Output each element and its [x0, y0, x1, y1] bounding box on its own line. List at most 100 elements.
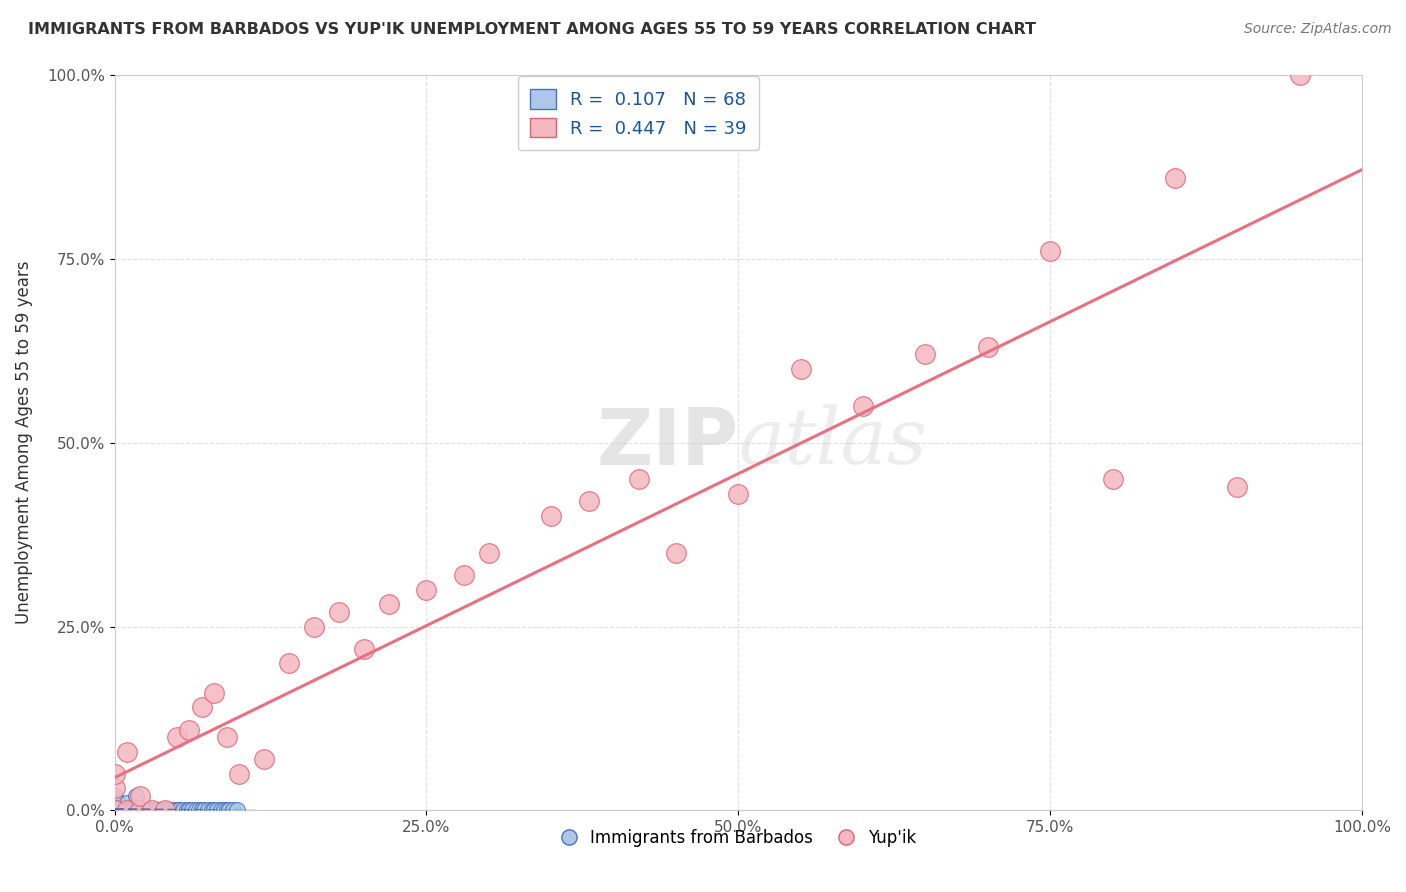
Point — [141, 804, 163, 818]
Point — [104, 804, 127, 818]
Point — [789, 362, 811, 376]
Point — [153, 804, 176, 818]
Point — [201, 804, 224, 818]
Point — [415, 582, 437, 597]
Point — [104, 804, 127, 818]
Point — [104, 804, 127, 818]
Point — [128, 804, 150, 818]
Text: IMMIGRANTS FROM BARBADOS VS YUP'IK UNEMPLOYMENT AMONG AGES 55 TO 59 YEARS CORREL: IMMIGRANTS FROM BARBADOS VS YUP'IK UNEMP… — [28, 22, 1036, 37]
Point — [202, 804, 225, 818]
Point — [179, 723, 201, 737]
Point — [215, 730, 238, 744]
Point — [627, 472, 650, 486]
Point — [202, 686, 225, 700]
Point — [172, 804, 194, 818]
Point — [135, 804, 157, 818]
Point — [122, 804, 145, 818]
Point — [107, 796, 129, 810]
Point — [131, 804, 153, 818]
Point — [852, 399, 875, 413]
Point — [115, 796, 138, 810]
Point — [665, 546, 688, 560]
Point — [191, 804, 214, 818]
Point — [209, 804, 232, 818]
Point — [228, 766, 250, 780]
Point — [125, 789, 148, 803]
Point — [117, 804, 139, 818]
Point — [105, 804, 128, 818]
Point — [112, 804, 135, 818]
Point — [104, 804, 127, 818]
Point — [1226, 480, 1249, 494]
Point — [181, 804, 204, 818]
Point — [104, 766, 127, 780]
Point — [104, 804, 127, 818]
Point — [278, 657, 301, 671]
Point — [128, 789, 150, 803]
Point — [1164, 170, 1187, 185]
Point — [328, 605, 350, 619]
Point — [104, 804, 127, 818]
Point — [193, 804, 215, 818]
Point — [104, 804, 127, 818]
Point — [104, 789, 127, 803]
Point — [727, 487, 749, 501]
Point — [104, 804, 127, 818]
Point — [104, 804, 127, 818]
Point — [104, 804, 127, 818]
Point — [110, 804, 132, 818]
Point — [114, 804, 136, 818]
Point — [166, 804, 188, 818]
Point — [104, 804, 127, 818]
Point — [115, 804, 138, 818]
Point — [136, 804, 159, 818]
Point — [104, 804, 127, 818]
Point — [105, 804, 128, 818]
Point — [104, 796, 127, 810]
Text: atlas: atlas — [738, 404, 927, 481]
Point — [169, 804, 191, 818]
Point — [104, 804, 127, 818]
Point — [115, 804, 138, 818]
Point — [107, 804, 129, 818]
Point — [205, 804, 228, 818]
Point — [159, 804, 181, 818]
Point — [225, 804, 247, 818]
Point — [120, 804, 142, 818]
Y-axis label: Unemployment Among Ages 55 to 59 years: Unemployment Among Ages 55 to 59 years — [15, 260, 32, 624]
Point — [214, 804, 236, 818]
Point — [125, 804, 148, 818]
Point — [1101, 472, 1123, 486]
Point — [378, 598, 401, 612]
Point — [111, 804, 134, 818]
Point — [253, 752, 276, 766]
Point — [179, 804, 201, 818]
Point — [153, 804, 176, 818]
Point — [156, 804, 179, 818]
Point — [977, 340, 1000, 354]
Point — [104, 804, 127, 818]
Text: ZIP: ZIP — [596, 404, 738, 481]
Point — [478, 546, 501, 560]
Point — [1039, 244, 1062, 259]
Point — [218, 804, 240, 818]
Point — [104, 804, 127, 818]
Text: Source: ZipAtlas.com: Source: ZipAtlas.com — [1244, 22, 1392, 37]
Point — [540, 509, 562, 524]
Point — [104, 804, 127, 818]
Point — [1288, 68, 1310, 82]
Point — [353, 641, 375, 656]
Point — [148, 804, 170, 818]
Point — [578, 494, 600, 508]
Point — [141, 804, 163, 818]
Point — [108, 804, 131, 818]
Point — [118, 804, 141, 818]
Point — [104, 804, 127, 818]
Point — [104, 804, 127, 818]
Point — [302, 619, 325, 633]
Point — [166, 730, 188, 744]
Point — [110, 804, 132, 818]
Point — [197, 804, 219, 818]
Point — [128, 804, 150, 818]
Point — [222, 804, 245, 818]
